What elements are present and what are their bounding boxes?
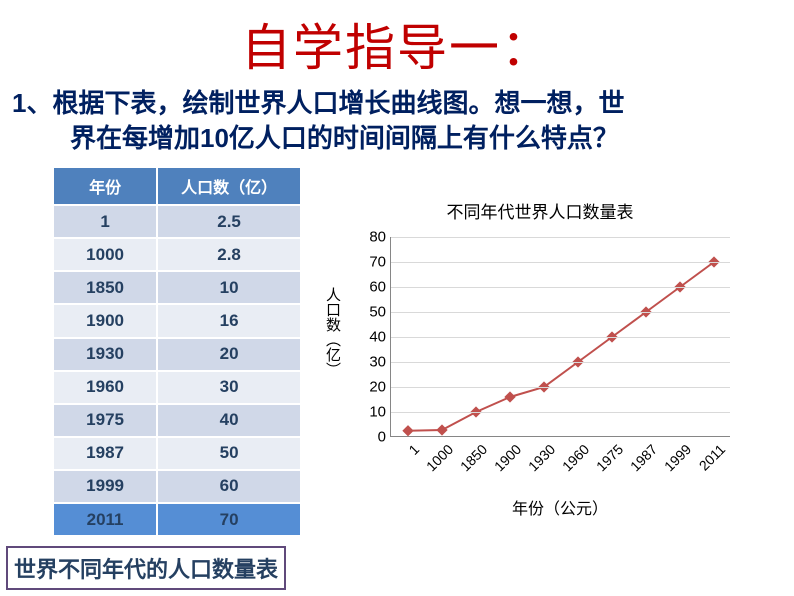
chart-x-tick: 1975	[593, 441, 626, 474]
table-header-pop: 人口数（亿）	[157, 167, 301, 205]
table-row: 190016	[53, 304, 301, 337]
chart-plot-area	[390, 237, 730, 437]
chart-y-axis-label: 人口数（亿）	[322, 287, 343, 377]
chart-marker	[436, 425, 447, 436]
table-row: 198750	[53, 437, 301, 470]
cell-year: 1850	[53, 271, 157, 304]
chart-y-tick: 20	[356, 379, 386, 396]
question-line1: 根据下表，绘制世界人口增长曲线图。想一想，世	[52, 88, 624, 118]
cell-year: 1960	[53, 371, 157, 404]
cell-pop: 60	[157, 470, 301, 503]
chart-gridline	[391, 412, 730, 413]
question-prefix: 1、	[12, 88, 52, 118]
chart-x-tick: 1999	[661, 441, 694, 474]
chart-gridline	[391, 337, 730, 338]
table-row: 197540	[53, 404, 301, 437]
chart-gridline	[391, 287, 730, 288]
cell-pop: 30	[157, 371, 301, 404]
chart-gridline	[391, 262, 730, 263]
chart-x-tick: 1	[405, 441, 422, 458]
chart-box: 人口数（亿） 年份（公元） 01020304050607080110001850…	[330, 237, 750, 537]
cell-year: 1999	[53, 470, 157, 503]
question-line2: 界在每增加10亿人口的时间间隔上有什么特点？	[12, 121, 619, 156]
table-caption: 世界不同年代的人口数量表	[6, 546, 286, 590]
table-row: 199960	[53, 470, 301, 503]
cell-year: 1000	[53, 238, 157, 271]
chart-gridline	[391, 362, 730, 363]
chart-x-tick: 1850	[457, 441, 490, 474]
chart-y-tick: 70	[356, 254, 386, 271]
cell-year: 1987	[53, 437, 157, 470]
chart-y-tick: 50	[356, 304, 386, 321]
cell-year: 1900	[53, 304, 157, 337]
cell-pop: 2.5	[157, 205, 301, 238]
cell-year: 1930	[53, 338, 157, 371]
chart-container: 不同年代世界人口数量表 人口数（亿） 年份（公元） 01020304050607…	[330, 166, 750, 537]
chart-marker	[402, 425, 413, 436]
chart-x-tick: 1000	[423, 441, 456, 474]
chart-title: 不同年代世界人口数量表	[330, 198, 750, 223]
page-title: 自学指导一：	[0, 0, 794, 80]
chart-y-tick: 0	[356, 429, 386, 446]
table-row: 196030	[53, 371, 301, 404]
chart-x-tick: 1930	[525, 441, 558, 474]
chart-x-axis-label: 年份（公元）	[390, 495, 730, 519]
table-row: 185010	[53, 271, 301, 304]
cell-year: 2011	[53, 503, 157, 536]
chart-x-tick: 1987	[627, 441, 660, 474]
cell-pop: 20	[157, 338, 301, 371]
cell-year: 1975	[53, 404, 157, 437]
chart-x-tick: 1900	[491, 441, 524, 474]
chart-y-tick: 80	[356, 229, 386, 246]
cell-pop: 40	[157, 404, 301, 437]
chart-y-tick: 30	[356, 354, 386, 371]
table-row: 10002.8	[53, 238, 301, 271]
table-row: 193020	[53, 338, 301, 371]
table-header-year: 年份	[53, 167, 157, 205]
population-table: 年份 人口数（亿） 12.510002.81850101900161930201…	[52, 166, 302, 537]
cell-year: 1	[53, 205, 157, 238]
chart-gridline	[391, 237, 730, 238]
cell-pop: 70	[157, 503, 301, 536]
chart-marker	[504, 392, 515, 403]
question-text: 1、根据下表，绘制世界人口增长曲线图。想一想，世 界在每增加10亿人口的时间间隔…	[0, 80, 794, 166]
chart-y-tick: 10	[356, 404, 386, 421]
chart-x-tick: 2011	[696, 441, 729, 474]
chart-x-tick: 1960	[559, 441, 592, 474]
content-area: 年份 人口数（亿） 12.510002.81850101900161930201…	[0, 166, 794, 537]
chart-gridline	[391, 387, 730, 388]
table-row: 201170	[53, 503, 301, 536]
cell-pop: 50	[157, 437, 301, 470]
cell-pop: 2.8	[157, 238, 301, 271]
cell-pop: 10	[157, 271, 301, 304]
table-row: 12.5	[53, 205, 301, 238]
chart-y-tick: 40	[356, 329, 386, 346]
cell-pop: 16	[157, 304, 301, 337]
chart-y-tick: 60	[356, 279, 386, 296]
chart-gridline	[391, 312, 730, 313]
